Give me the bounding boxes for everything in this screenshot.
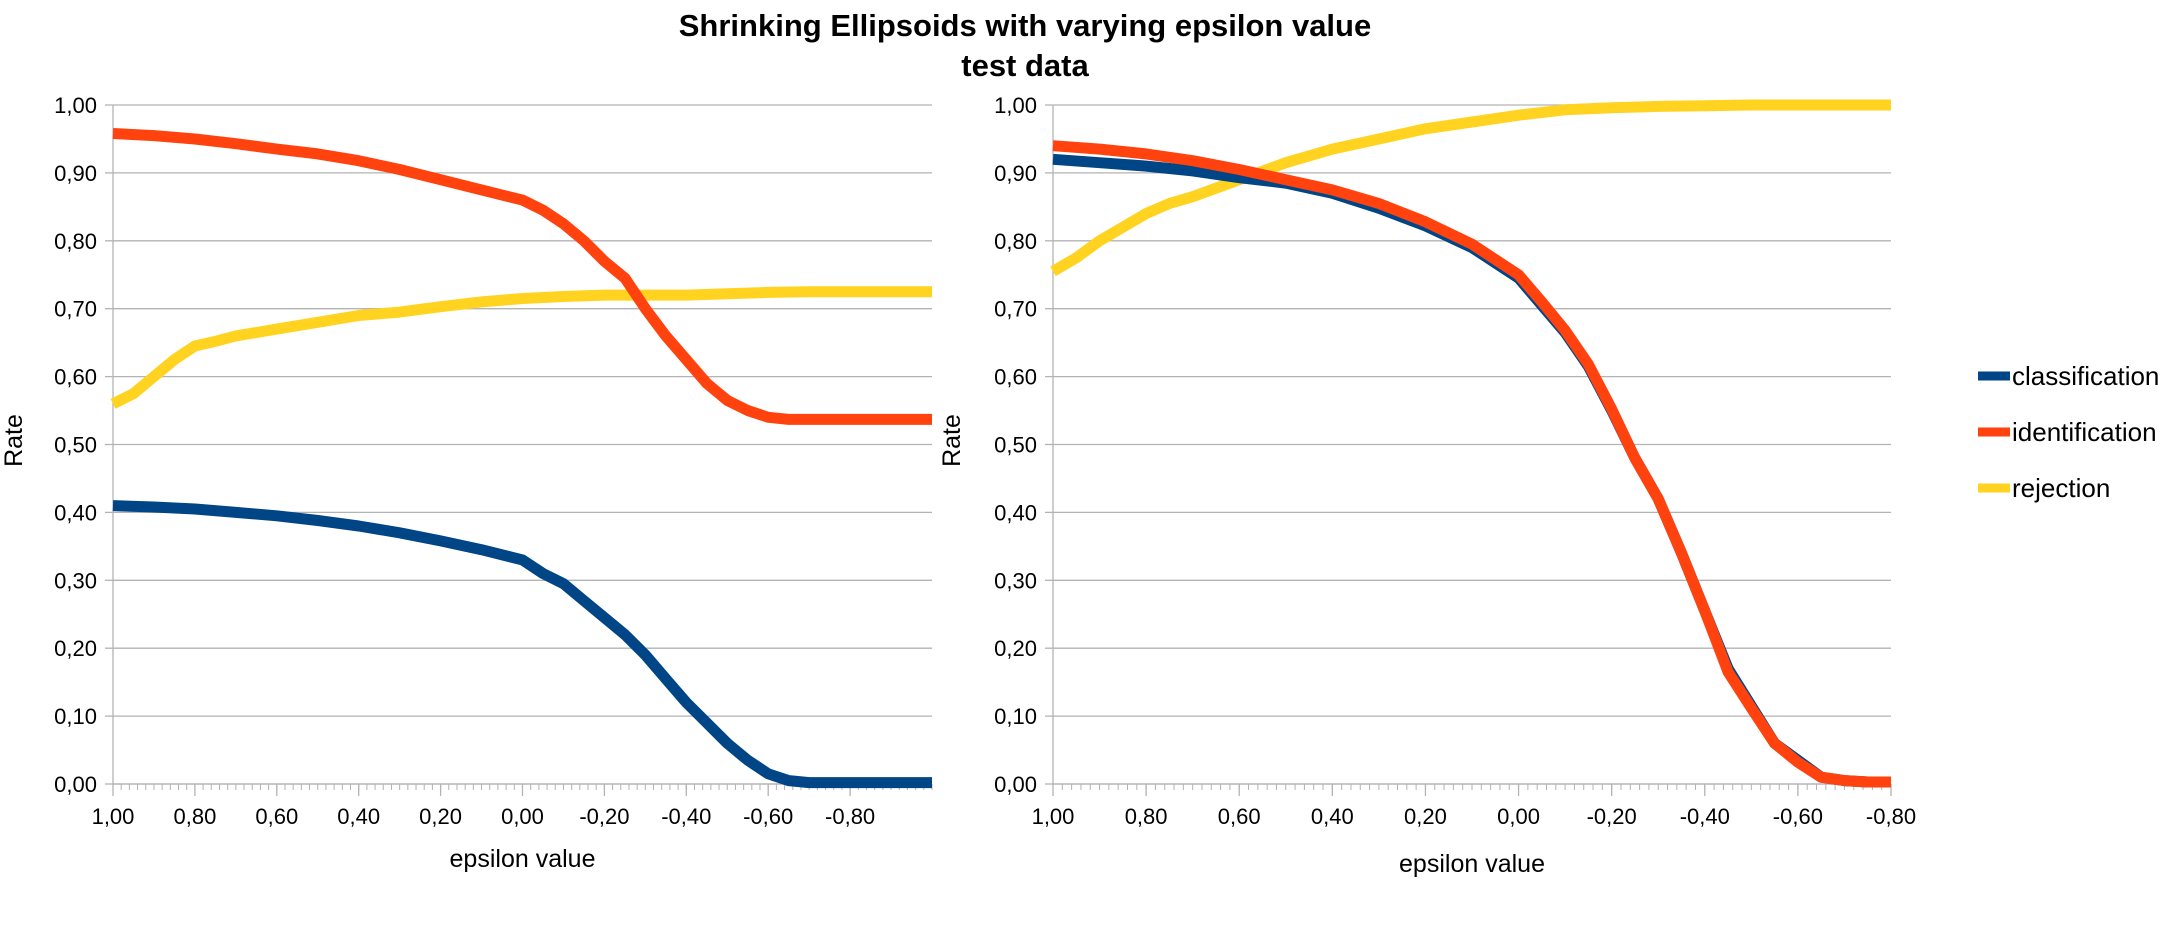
y-tick-label: 0,80 (994, 229, 1037, 254)
y-tick-label: 1,00 (54, 93, 97, 118)
y-tick-label: 0,60 (54, 365, 97, 390)
series-line-identification (1052, 140, 1891, 788)
series-line-identification (112, 128, 932, 425)
x-tick-label: 1,00 (92, 804, 135, 829)
y-tick-label: 0,10 (54, 704, 97, 729)
y-tick-label: 0,90 (994, 161, 1037, 186)
x-tick-label: -0,20 (579, 804, 629, 829)
y-tick-label: 0,40 (994, 500, 1037, 525)
y-axis-label: Rate (938, 414, 966, 467)
x-tick-label: 0,20 (419, 804, 462, 829)
x-tick-label: -0,60 (743, 804, 793, 829)
chart-title: Shrinking Ellipsoids with varying epsilo… (678, 8, 1372, 43)
legend-label-classification: classification (2012, 361, 2159, 391)
x-tick-label: 1,00 (1032, 804, 1075, 829)
series-line-rejection (1050, 99, 1891, 277)
x-tick-label: -0,40 (1680, 804, 1730, 829)
x-tick-label: 0,40 (337, 804, 380, 829)
y-tick-label: 0,30 (54, 568, 97, 593)
x-tick-label: 0,60 (255, 804, 298, 829)
x-tick-label: -0,20 (1587, 804, 1637, 829)
x-axis-label: epsilon value (450, 845, 596, 873)
y-tick-label: 0,20 (54, 636, 97, 661)
x-tick-label: -0,80 (825, 804, 875, 829)
y-tick-label: 0,00 (54, 772, 97, 797)
x-tick-label: 0,20 (1404, 804, 1447, 829)
y-tick-label: 0,20 (994, 636, 1037, 661)
y-tick-label: 0,80 (54, 229, 97, 254)
y-tick-label: 1,00 (994, 93, 1037, 118)
y-tick-label: 0,30 (994, 568, 1037, 593)
y-tick-label: 0,70 (994, 297, 1037, 322)
chart-subtitle: test data (961, 48, 1089, 83)
chart-1: 0,00 0,10 0,20 0,30 0,40 0,50 0,60 0,70 0,80 0,90… (0, 93, 933, 873)
x-tick-label: 0,40 (1311, 804, 1354, 829)
x-tick-label: 0,60 (1218, 804, 1261, 829)
series-line-classification (1052, 153, 1891, 788)
y-tick-label: 0,10 (994, 704, 1037, 729)
x-tick-label: -0,80 (1866, 804, 1916, 829)
x-tick-label: 0,00 (1497, 804, 1540, 829)
x-tick-label: 0,00 (501, 804, 544, 829)
legend: classification identification rejection (1978, 361, 2159, 503)
y-tick-label: 0,40 (54, 500, 97, 525)
x-tick-label: 0,80 (173, 804, 216, 829)
x-tick-label: 0,80 (1125, 804, 1168, 829)
y-tick-label: 0,90 (54, 161, 97, 186)
x-tick-label: -0,40 (661, 804, 711, 829)
x-axis-label: epsilon value (1399, 850, 1545, 878)
y-tick-label: 0,00 (994, 772, 1037, 797)
series-line-rejection (110, 286, 932, 409)
y-tick-label: 0,50 (54, 433, 97, 458)
y-tick-label: 0,70 (54, 297, 97, 322)
y-tick-label: 0,60 (994, 365, 1037, 390)
y-axis-label: Rate (0, 414, 28, 467)
legend-label-identification: identification (2012, 417, 2157, 447)
y-tick-label: 0,50 (994, 433, 1037, 458)
x-tick-label: -0,60 (1773, 804, 1823, 829)
series-line-classification (112, 500, 932, 789)
chart-2: 0,00 0,10 0,20 0,30 0,40 0,50 0,60 0,70 0,80 0,90… (938, 93, 1916, 878)
legend-label-rejection: rejection (2012, 473, 2110, 503)
